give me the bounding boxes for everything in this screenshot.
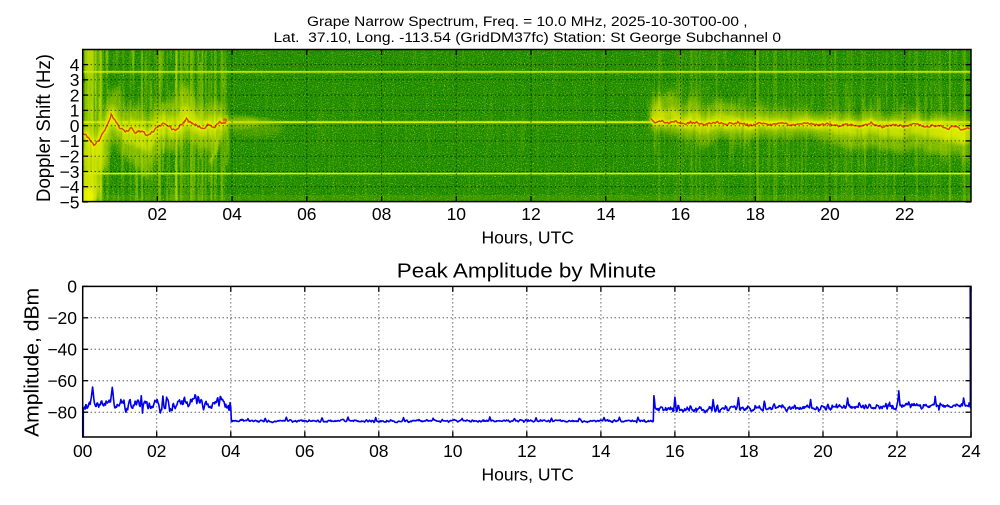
svg-text:−1: −1 bbox=[60, 131, 80, 151]
svg-text:20: 20 bbox=[813, 441, 833, 461]
svg-text:06: 06 bbox=[297, 204, 316, 224]
svg-text:10: 10 bbox=[443, 441, 463, 461]
svg-text:04: 04 bbox=[222, 204, 242, 224]
svg-text:14: 14 bbox=[591, 441, 611, 461]
svg-text:−20: −20 bbox=[47, 308, 77, 328]
svg-text:0: 0 bbox=[67, 277, 77, 297]
svg-text:Hours, UTC: Hours, UTC bbox=[481, 227, 574, 247]
svg-text:18: 18 bbox=[739, 441, 758, 461]
svg-text:12: 12 bbox=[517, 441, 536, 461]
svg-text:−3: −3 bbox=[60, 162, 80, 182]
svg-text:02: 02 bbox=[147, 441, 166, 461]
svg-text:04: 04 bbox=[221, 441, 241, 461]
svg-text:08: 08 bbox=[369, 441, 388, 461]
svg-text:00: 00 bbox=[73, 441, 93, 461]
svg-text:−80: −80 bbox=[47, 403, 77, 423]
svg-text:20: 20 bbox=[820, 204, 840, 224]
svg-text:−60: −60 bbox=[47, 371, 77, 391]
svg-text:Hours, UTC: Hours, UTC bbox=[481, 465, 574, 485]
svg-text:Amplitude, dBm: Amplitude, dBm bbox=[22, 288, 44, 437]
svg-text:10: 10 bbox=[447, 204, 467, 224]
svg-text:3: 3 bbox=[70, 70, 80, 90]
svg-text:−40: −40 bbox=[47, 340, 77, 360]
svg-text:16: 16 bbox=[665, 441, 684, 461]
svg-text:−4: −4 bbox=[60, 177, 80, 197]
svg-text:14: 14 bbox=[596, 204, 616, 224]
svg-text:22: 22 bbox=[895, 204, 914, 224]
svg-text:4: 4 bbox=[70, 55, 80, 75]
svg-text:06: 06 bbox=[295, 441, 314, 461]
svg-text:2: 2 bbox=[70, 85, 80, 105]
svg-text:22: 22 bbox=[887, 441, 906, 461]
svg-text:1: 1 bbox=[70, 101, 80, 121]
svg-text:18: 18 bbox=[746, 204, 765, 224]
svg-text:−5: −5 bbox=[60, 192, 80, 212]
svg-text:0: 0 bbox=[70, 116, 80, 136]
svg-text:Grape Narrow Spectrum, Freq. =: Grape Narrow Spectrum, Freq. = 10.0 MHz,… bbox=[307, 14, 748, 29]
svg-text:Doppler Shift (Hz): Doppler Shift (Hz) bbox=[33, 54, 55, 202]
svg-text:Peak Amplitude by Minute: Peak Amplitude by Minute bbox=[397, 260, 657, 283]
svg-text:02: 02 bbox=[148, 204, 167, 224]
svg-text:16: 16 bbox=[671, 204, 690, 224]
svg-text:24: 24 bbox=[961, 441, 981, 461]
svg-text:12: 12 bbox=[521, 204, 540, 224]
svg-text:08: 08 bbox=[372, 204, 391, 224]
svg-text:−2: −2 bbox=[60, 147, 80, 167]
svg-text:Lat. 37.10, Long. -113.54 (Gr: Lat. 37.10, Long. -113.54 (GridDM37fc) S… bbox=[274, 30, 782, 45]
